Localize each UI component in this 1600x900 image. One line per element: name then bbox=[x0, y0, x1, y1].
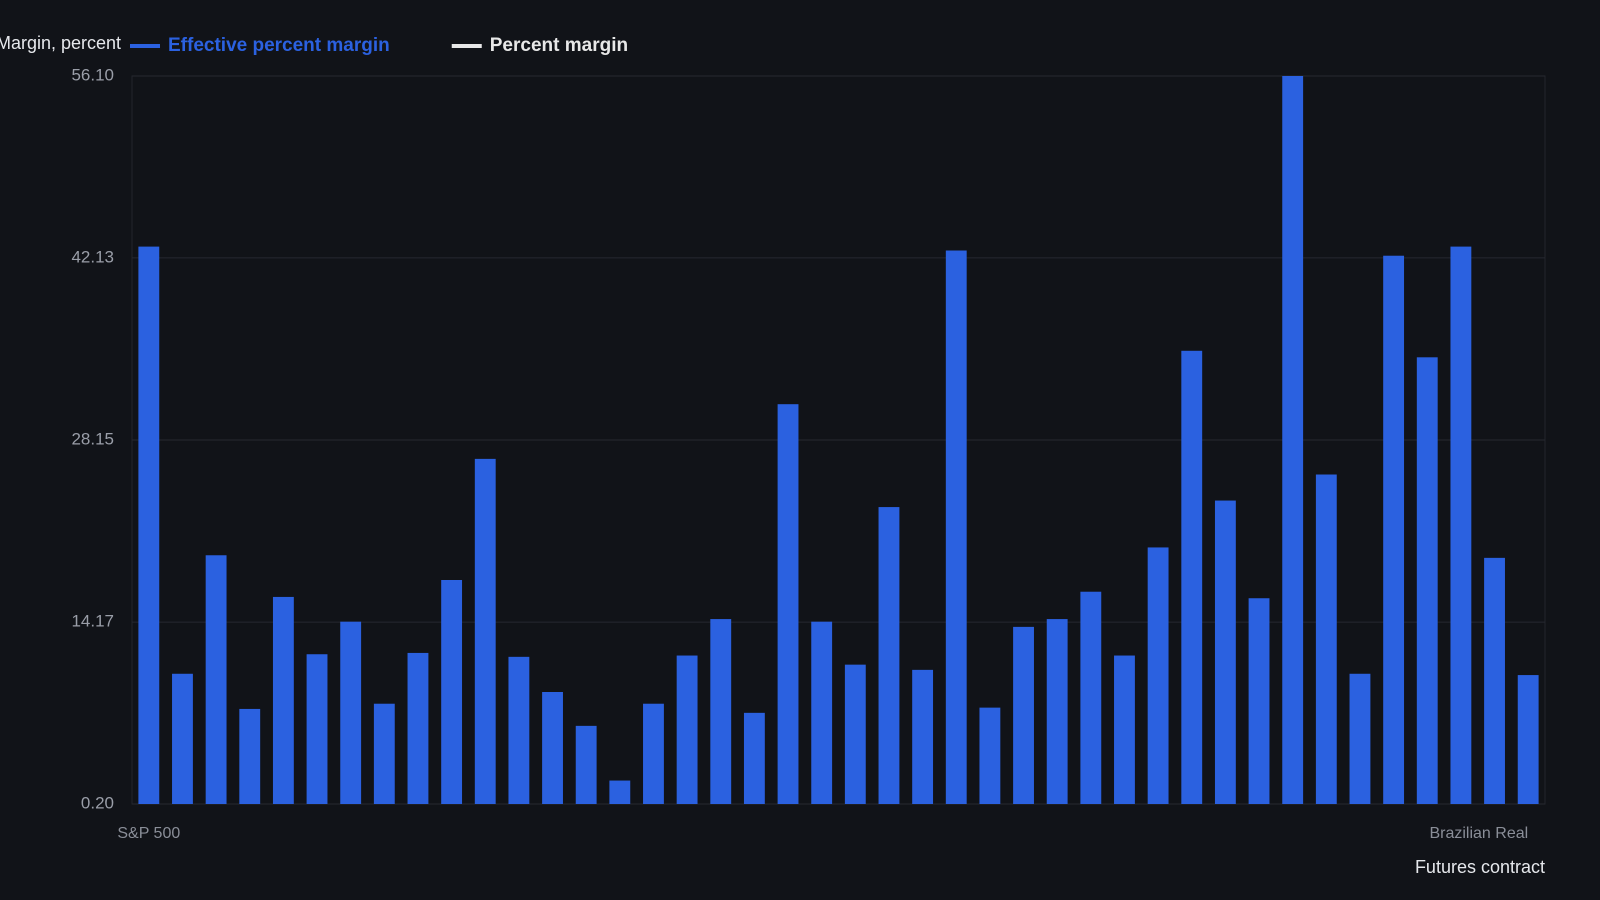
x-axis-title: Futures contract bbox=[1415, 857, 1545, 877]
bar bbox=[979, 707, 1001, 804]
y-tick-label: 0.20 bbox=[81, 793, 114, 812]
bar bbox=[1450, 246, 1472, 805]
bar bbox=[1315, 474, 1337, 804]
y-tick-label: 56.10 bbox=[71, 65, 114, 84]
bar bbox=[340, 621, 362, 804]
bar bbox=[272, 596, 294, 804]
y-tick-label: 42.13 bbox=[71, 247, 114, 266]
bar bbox=[1046, 619, 1068, 804]
x-tick-label: S&P 500 bbox=[117, 825, 180, 842]
bar bbox=[542, 692, 563, 804]
bar bbox=[811, 621, 833, 804]
bar bbox=[844, 664, 866, 804]
bar bbox=[1147, 547, 1169, 804]
bar bbox=[643, 703, 664, 804]
bar bbox=[1383, 255, 1405, 804]
bar bbox=[878, 507, 900, 804]
bar bbox=[1349, 673, 1371, 804]
bar bbox=[1248, 598, 1270, 804]
bar bbox=[777, 404, 799, 804]
bar bbox=[676, 655, 698, 804]
legend-label: Effective percent margin bbox=[168, 35, 390, 56]
bar bbox=[1416, 357, 1438, 804]
bar bbox=[205, 555, 227, 804]
x-tick-label: Brazilian Real bbox=[1429, 825, 1528, 842]
bar bbox=[1181, 350, 1203, 804]
bar bbox=[306, 654, 328, 804]
bar bbox=[373, 703, 395, 804]
bar bbox=[1114, 655, 1135, 804]
bar bbox=[1214, 500, 1236, 804]
bar bbox=[474, 458, 496, 804]
bar bbox=[441, 580, 463, 804]
bar bbox=[1517, 675, 1539, 804]
bar bbox=[1080, 591, 1102, 804]
y-axis-title: Margin, percent bbox=[0, 33, 121, 53]
y-tick-label: 28.15 bbox=[71, 429, 114, 448]
bar bbox=[172, 673, 193, 804]
bar bbox=[575, 725, 597, 804]
bar bbox=[239, 708, 261, 804]
bar bbox=[945, 250, 967, 805]
bar bbox=[1484, 557, 1505, 804]
bar bbox=[1013, 626, 1034, 804]
bar bbox=[710, 619, 732, 804]
bar bbox=[407, 652, 429, 804]
bar bbox=[609, 780, 631, 804]
y-tick-label: 14.17 bbox=[71, 612, 114, 631]
legend-label: Percent margin bbox=[490, 35, 628, 56]
bar bbox=[508, 656, 530, 804]
bar bbox=[743, 712, 765, 804]
bar bbox=[138, 246, 160, 805]
bar bbox=[1282, 76, 1304, 804]
bar bbox=[912, 669, 934, 804]
